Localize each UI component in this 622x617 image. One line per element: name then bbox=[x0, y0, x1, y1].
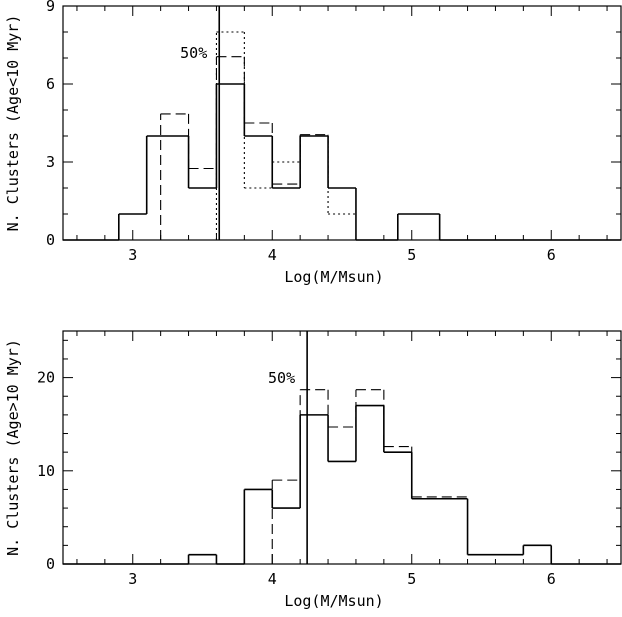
x-axis-label: Log(M/Msun) bbox=[284, 592, 383, 610]
y-tick-label: 20 bbox=[37, 369, 55, 387]
completeness-50-label: 50% bbox=[268, 369, 295, 387]
dashed-histogram-series bbox=[271, 389, 468, 564]
x-tick-label: 3 bbox=[128, 570, 137, 588]
top-histogram-panel: 3 4 5 6 0 3 6 9 Log(M/Msun) N. Clusters (Age<10 M… bbox=[4, 0, 622, 286]
x-tick-label: 6 bbox=[547, 570, 556, 588]
x-tick-label: 6 bbox=[547, 246, 556, 264]
y-tick-label: 0 bbox=[46, 231, 55, 249]
plot-frame bbox=[62, 5, 622, 241]
plot-frame bbox=[62, 330, 622, 565]
y-tick-label: 9 bbox=[46, 0, 55, 15]
bottom-histogram-panel: 3 4 5 6 0 10 20 Log(M/Msun) N. Clusters (Age>10 … bbox=[4, 330, 622, 610]
dashed-histogram-series bbox=[160, 56, 356, 240]
y-tick-label: 0 bbox=[46, 555, 55, 573]
x-tick-label: 5 bbox=[407, 570, 416, 588]
y-tick-label: 10 bbox=[37, 462, 55, 480]
solid-histogram-series bbox=[63, 83, 621, 241]
x-tick-label: 3 bbox=[128, 246, 137, 264]
x-tick-label: 4 bbox=[268, 246, 277, 264]
x-tick-label: 4 bbox=[268, 570, 277, 588]
x-tick-label: 5 bbox=[407, 246, 416, 264]
dotted-histogram-series bbox=[215, 31, 356, 240]
y-axis-label: N. Clusters (Age<10 Myr) bbox=[4, 15, 22, 232]
solid-histogram-series bbox=[63, 404, 621, 565]
y-axis-label: N. Clusters (Age>10 Myr) bbox=[4, 339, 22, 556]
x-axis-label: Log(M/Msun) bbox=[284, 268, 383, 286]
y-tick-label: 3 bbox=[46, 153, 55, 171]
completeness-50-label: 50% bbox=[180, 44, 207, 62]
y-tick-label: 6 bbox=[46, 75, 55, 93]
